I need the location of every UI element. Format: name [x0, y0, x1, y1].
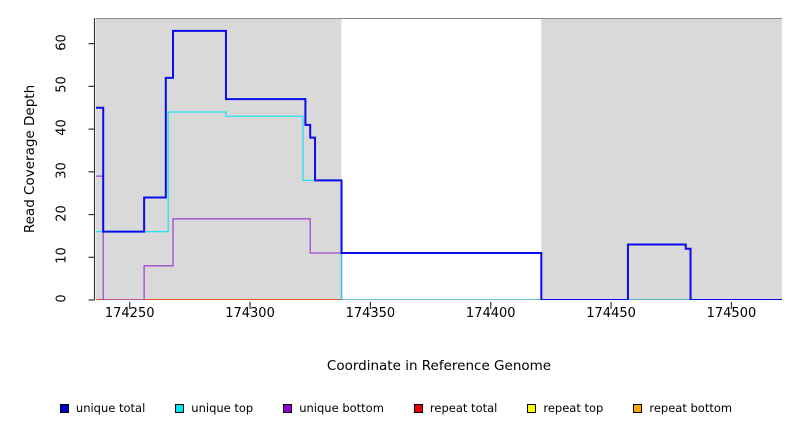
series-line-unique-bottom [96, 175, 782, 300]
shaded-region [96, 18, 342, 300]
legend-label: repeat bottom [649, 401, 733, 415]
legend-label: repeat total [429, 401, 498, 415]
legend-swatch-icon [175, 403, 185, 413]
legend-label: repeat top [543, 401, 604, 415]
x-tick-label: 174350 [345, 306, 396, 321]
legend-item[interactable]: unique bottom [283, 401, 384, 415]
plot-area [96, 18, 782, 300]
legend-item[interactable]: unique top [175, 401, 253, 415]
legend-swatch-icon [527, 403, 537, 413]
legend-item[interactable]: repeat total [413, 401, 498, 415]
legend-label: unique bottom [299, 401, 384, 415]
legend-item[interactable]: repeat top [527, 401, 603, 415]
legend-swatch-icon [633, 403, 643, 413]
x-tick-label: 174450 [586, 306, 636, 321]
legend-label: unique top [191, 401, 254, 415]
shaded-region [541, 18, 782, 300]
legend-item[interactable]: repeat bottom [633, 401, 732, 415]
legend-swatch-icon [413, 403, 423, 413]
legend-item[interactable]: unique total [59, 401, 146, 415]
coverage-plot [96, 18, 782, 300]
chart-legend: unique total unique top unique bottom repea… [0, 396, 792, 420]
legend-swatch-icon [283, 403, 293, 413]
legend-label: unique total [75, 401, 146, 415]
legend-swatch-icon [59, 403, 69, 413]
series-line-unique-total [96, 29, 782, 300]
x-tick-label: 174500 [706, 306, 757, 321]
x-tick-label: 174250 [104, 306, 155, 321]
x-axis-title: Coordinate in Reference Genome [326, 358, 552, 374]
x-tick-label: 174300 [225, 306, 275, 321]
x-tick-label: 174400 [465, 306, 516, 321]
